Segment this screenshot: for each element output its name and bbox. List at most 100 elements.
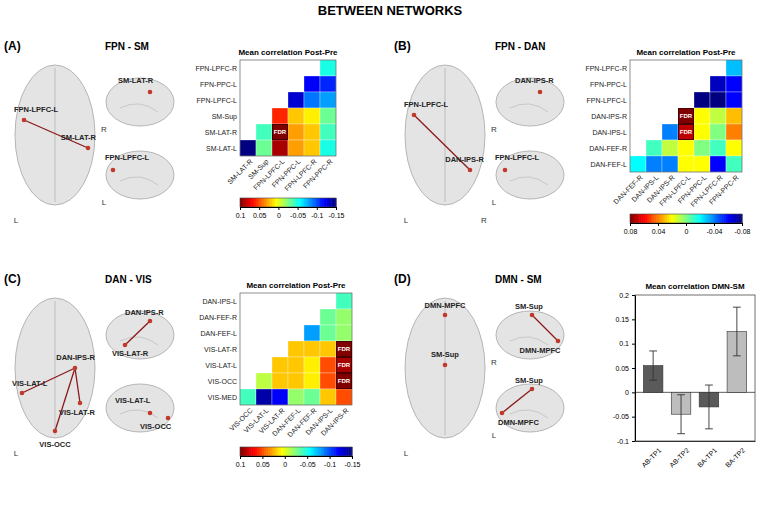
row-label: VIS-LAT-L <box>205 362 237 369</box>
colorbar-axis-line <box>241 207 337 208</box>
brain-node-label: FPN-LPFC-L <box>105 153 150 162</box>
bars <box>635 307 755 434</box>
annotation-label: FDR <box>338 346 351 352</box>
brain-outline <box>496 151 564 199</box>
brain-node-label: DAN-IPS-R <box>515 76 554 85</box>
column-label: FPN-PPC-R <box>708 174 740 206</box>
y-tick-label: 0.05 <box>615 365 629 372</box>
heatmap-cell <box>304 357 320 373</box>
annotation-box <box>337 374 352 389</box>
brain-sulcus <box>510 410 548 418</box>
colorbar-axis-line <box>241 456 353 457</box>
colorbar-tick-label: -0.1 <box>311 212 323 219</box>
x-axis-line <box>636 441 756 442</box>
orientation-label: L <box>492 431 497 440</box>
heatmap-cell <box>336 373 352 389</box>
heatmap-cell <box>678 108 694 124</box>
brain-outline <box>405 298 485 438</box>
brain-node-label: SM-Sup <box>515 302 543 311</box>
row-label: FPN-LPFC-L <box>197 97 238 104</box>
brain-view: SM-LAT-RR <box>101 76 174 134</box>
panel-label: (D) <box>394 272 411 286</box>
brain-edge <box>502 389 532 413</box>
y-tick-mark <box>632 344 635 345</box>
colorbar-tick-mark <box>336 207 337 210</box>
panel: (B)FPN - DANFPN-LPFC-LDAN-IPS-RLRDAN-IPS… <box>394 39 751 235</box>
heatmap-cell <box>304 140 320 156</box>
annotation-box <box>273 125 288 140</box>
y-tick-label: 0.15 <box>615 316 629 323</box>
row-label: SM-LAT-R <box>205 129 237 136</box>
brain-node-label: DMN-MPFC <box>425 301 466 310</box>
x-tick-label: AB-TP2 <box>668 446 690 468</box>
panel-heading: FPN - SM <box>105 41 149 52</box>
error-bar-stem <box>653 351 654 380</box>
colorbar-tick: -0.15 <box>329 207 345 219</box>
annotation-box <box>679 109 694 124</box>
colorbar-tick-mark <box>262 456 263 459</box>
colorbar-tick: 0.08 <box>624 223 638 235</box>
heatmap-cell <box>288 357 304 373</box>
brain-view: SM-SupDMN-MPFCL <box>492 376 564 440</box>
panel: (A)FPN - SMFPN-LPFC-LSM-LAT-RLSM-LAT-RRF… <box>4 39 345 225</box>
colorbar-tick: -0.08 <box>735 223 751 235</box>
heatmap-cells <box>240 293 352 405</box>
colorbar-tick-mark <box>240 207 241 210</box>
colorbar-tick-mark <box>307 456 308 459</box>
brain-node-label: VIS-OCC <box>39 440 71 449</box>
orientation-label: L <box>14 216 19 225</box>
orientation-label: R <box>481 216 487 225</box>
row-label: FPN-LPFC-R <box>585 65 627 72</box>
brain-node-label: VIS-LAT-R <box>112 349 149 358</box>
heatmap-cell <box>256 389 272 405</box>
annotation-label: FDR <box>680 113 693 119</box>
brain-node <box>556 339 561 344</box>
brain-node <box>20 391 25 396</box>
colorbar-tick-mark <box>686 223 687 226</box>
brain-view: DAN-IPS-RVIS-LAT-R <box>106 308 174 359</box>
brain-node-label: SM-LAT-R <box>61 133 97 142</box>
brain-node <box>148 319 153 324</box>
heatmap-frame <box>240 60 336 156</box>
annotation-label: FDR <box>680 129 693 135</box>
y-tick-mark <box>632 441 635 442</box>
brain-outline <box>106 311 174 359</box>
heatmap-cell <box>256 140 272 156</box>
panel-heading: FPN - DAN <box>495 41 546 52</box>
annotation-label: FDR <box>338 378 351 384</box>
colorbar-tick-label: 0.04 <box>652 228 666 235</box>
brain-view: SM-SupDMN-MPFCR <box>491 302 564 367</box>
row-label: DAN-FEF-L <box>590 161 627 168</box>
x-tick: AB-TP1 <box>640 441 662 469</box>
heatmap-cell <box>336 389 352 405</box>
row-label: DAN-IPS-L <box>592 129 627 136</box>
heatmap-cell <box>678 124 694 140</box>
heatmap-cell <box>726 76 742 92</box>
heatmap-cell <box>256 373 272 389</box>
y-tick: 0.2 <box>619 292 635 299</box>
figure-title: BETWEEN NETWORKS <box>318 3 463 18</box>
colorbar-tick-mark <box>278 207 279 210</box>
brain-outline <box>405 65 485 205</box>
heatmap-cell <box>288 373 304 389</box>
colorbar-tick-label: 0.08 <box>624 228 638 235</box>
heatmap-cell <box>630 156 646 172</box>
brain-outline <box>106 151 174 199</box>
heatmap-cell <box>694 124 710 140</box>
y-tick: -0.05 <box>613 413 635 420</box>
heatmap-cell <box>726 60 742 76</box>
colorbar <box>240 198 337 207</box>
y-tick-mark <box>632 368 635 369</box>
colorbar-axis: 0.10.050-0.05-0.1-0.15 <box>236 207 345 219</box>
error-bar-stem <box>681 395 682 434</box>
heatmap-cell <box>320 124 336 140</box>
colorbar-tick-mark <box>714 223 715 226</box>
annotation-box <box>679 125 694 140</box>
heatmap-cell <box>304 373 320 389</box>
x-axis: AB-TP1AB-TP2BA-TP1BA-TP2 <box>636 441 756 469</box>
brain-node-label: SM-LAT-R <box>118 76 154 85</box>
brain-node <box>538 90 543 95</box>
brain-node-label: VIS-LAT-L <box>115 396 151 405</box>
heatmap-cell <box>304 124 320 140</box>
heatmap-cell <box>710 92 726 108</box>
